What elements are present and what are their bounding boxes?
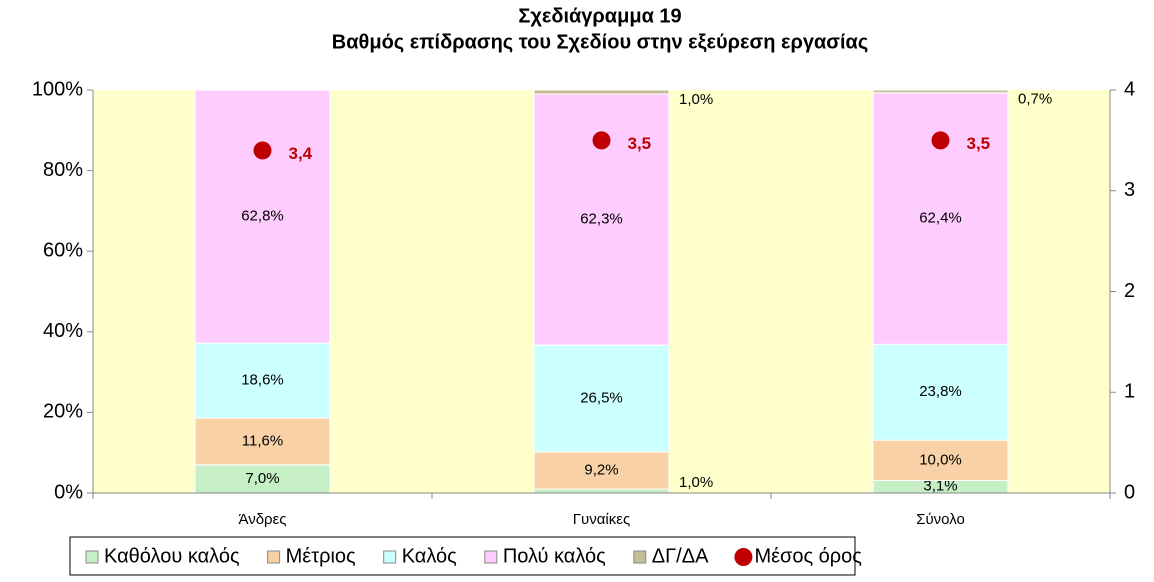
data-label: 3,1% xyxy=(923,478,957,495)
bar-segment xyxy=(533,344,670,453)
data-label: 3,5 xyxy=(628,134,652,153)
y2-tick-label: 4 xyxy=(1124,78,1135,100)
data-label: 18,6% xyxy=(241,372,284,389)
legend-marker xyxy=(633,550,647,564)
legend-label: Καλός xyxy=(402,545,457,567)
y2-tick-label: 3 xyxy=(1124,179,1135,201)
legend-label: Μέσος όρος xyxy=(754,545,862,567)
bar-segment xyxy=(872,343,1009,441)
x-tick-label: Γυναίκες xyxy=(573,511,630,528)
y-tick-label: 20% xyxy=(43,401,83,423)
bar-segment xyxy=(872,89,1009,94)
bar-segment xyxy=(872,439,1009,482)
y-tick-label: 60% xyxy=(43,239,83,261)
data-label: 9,2% xyxy=(584,461,618,478)
legend-marker xyxy=(383,550,397,564)
data-label: 26,5% xyxy=(580,389,623,406)
bar-segment xyxy=(533,89,670,95)
legend-label: Μέτριος xyxy=(286,545,356,567)
data-label: 10,0% xyxy=(919,451,962,468)
bar-segment xyxy=(533,488,670,494)
data-label: 3,4 xyxy=(289,144,313,163)
data-label: 0,7% xyxy=(1018,90,1052,107)
y2-tick-label: 2 xyxy=(1124,280,1135,302)
legend-marker xyxy=(267,550,281,564)
y2-tick-label: 0 xyxy=(1124,481,1135,503)
data-label: 3,5 xyxy=(967,134,991,153)
legend-marker xyxy=(484,550,498,564)
legend-marker xyxy=(734,548,753,566)
y-tick-label: 0% xyxy=(54,481,83,503)
y-tick-label: 100% xyxy=(32,78,83,100)
y-tick-label: 80% xyxy=(43,159,83,181)
y-tick-label: 40% xyxy=(43,320,83,342)
chart-title: Σχεδιάγραμμα 19 xyxy=(518,5,681,27)
x-tick-label: Άνδρες xyxy=(238,511,286,528)
data-label: 23,8% xyxy=(919,383,962,400)
data-label: 62,4% xyxy=(919,210,962,227)
legend-label: ΔΓ/ΔΑ xyxy=(652,545,709,567)
mean-marker xyxy=(253,141,272,160)
bar-segment xyxy=(194,89,331,344)
mean-marker xyxy=(931,131,950,150)
legend-label: Πολύ καλός xyxy=(503,545,606,567)
data-label: 62,3% xyxy=(580,211,623,228)
data-label: 11,6% xyxy=(242,432,283,449)
legend-marker xyxy=(85,550,99,564)
data-label: 7,0% xyxy=(245,470,279,487)
data-label: 62,8% xyxy=(241,208,284,225)
mean-marker xyxy=(592,131,611,150)
data-label: 1,0% xyxy=(679,91,713,108)
legend xyxy=(69,536,856,576)
y2-tick-label: 1 xyxy=(1124,381,1135,403)
x-tick-label: Σύνολο xyxy=(916,511,965,528)
data-label: 1,0% xyxy=(679,474,713,491)
bar-segment xyxy=(533,451,670,490)
chart-subtitle: Βαθμός επίδρασης του Σχεδίου στην εξεύρε… xyxy=(332,31,868,53)
legend-label: Καθόλου καλός xyxy=(104,545,240,567)
